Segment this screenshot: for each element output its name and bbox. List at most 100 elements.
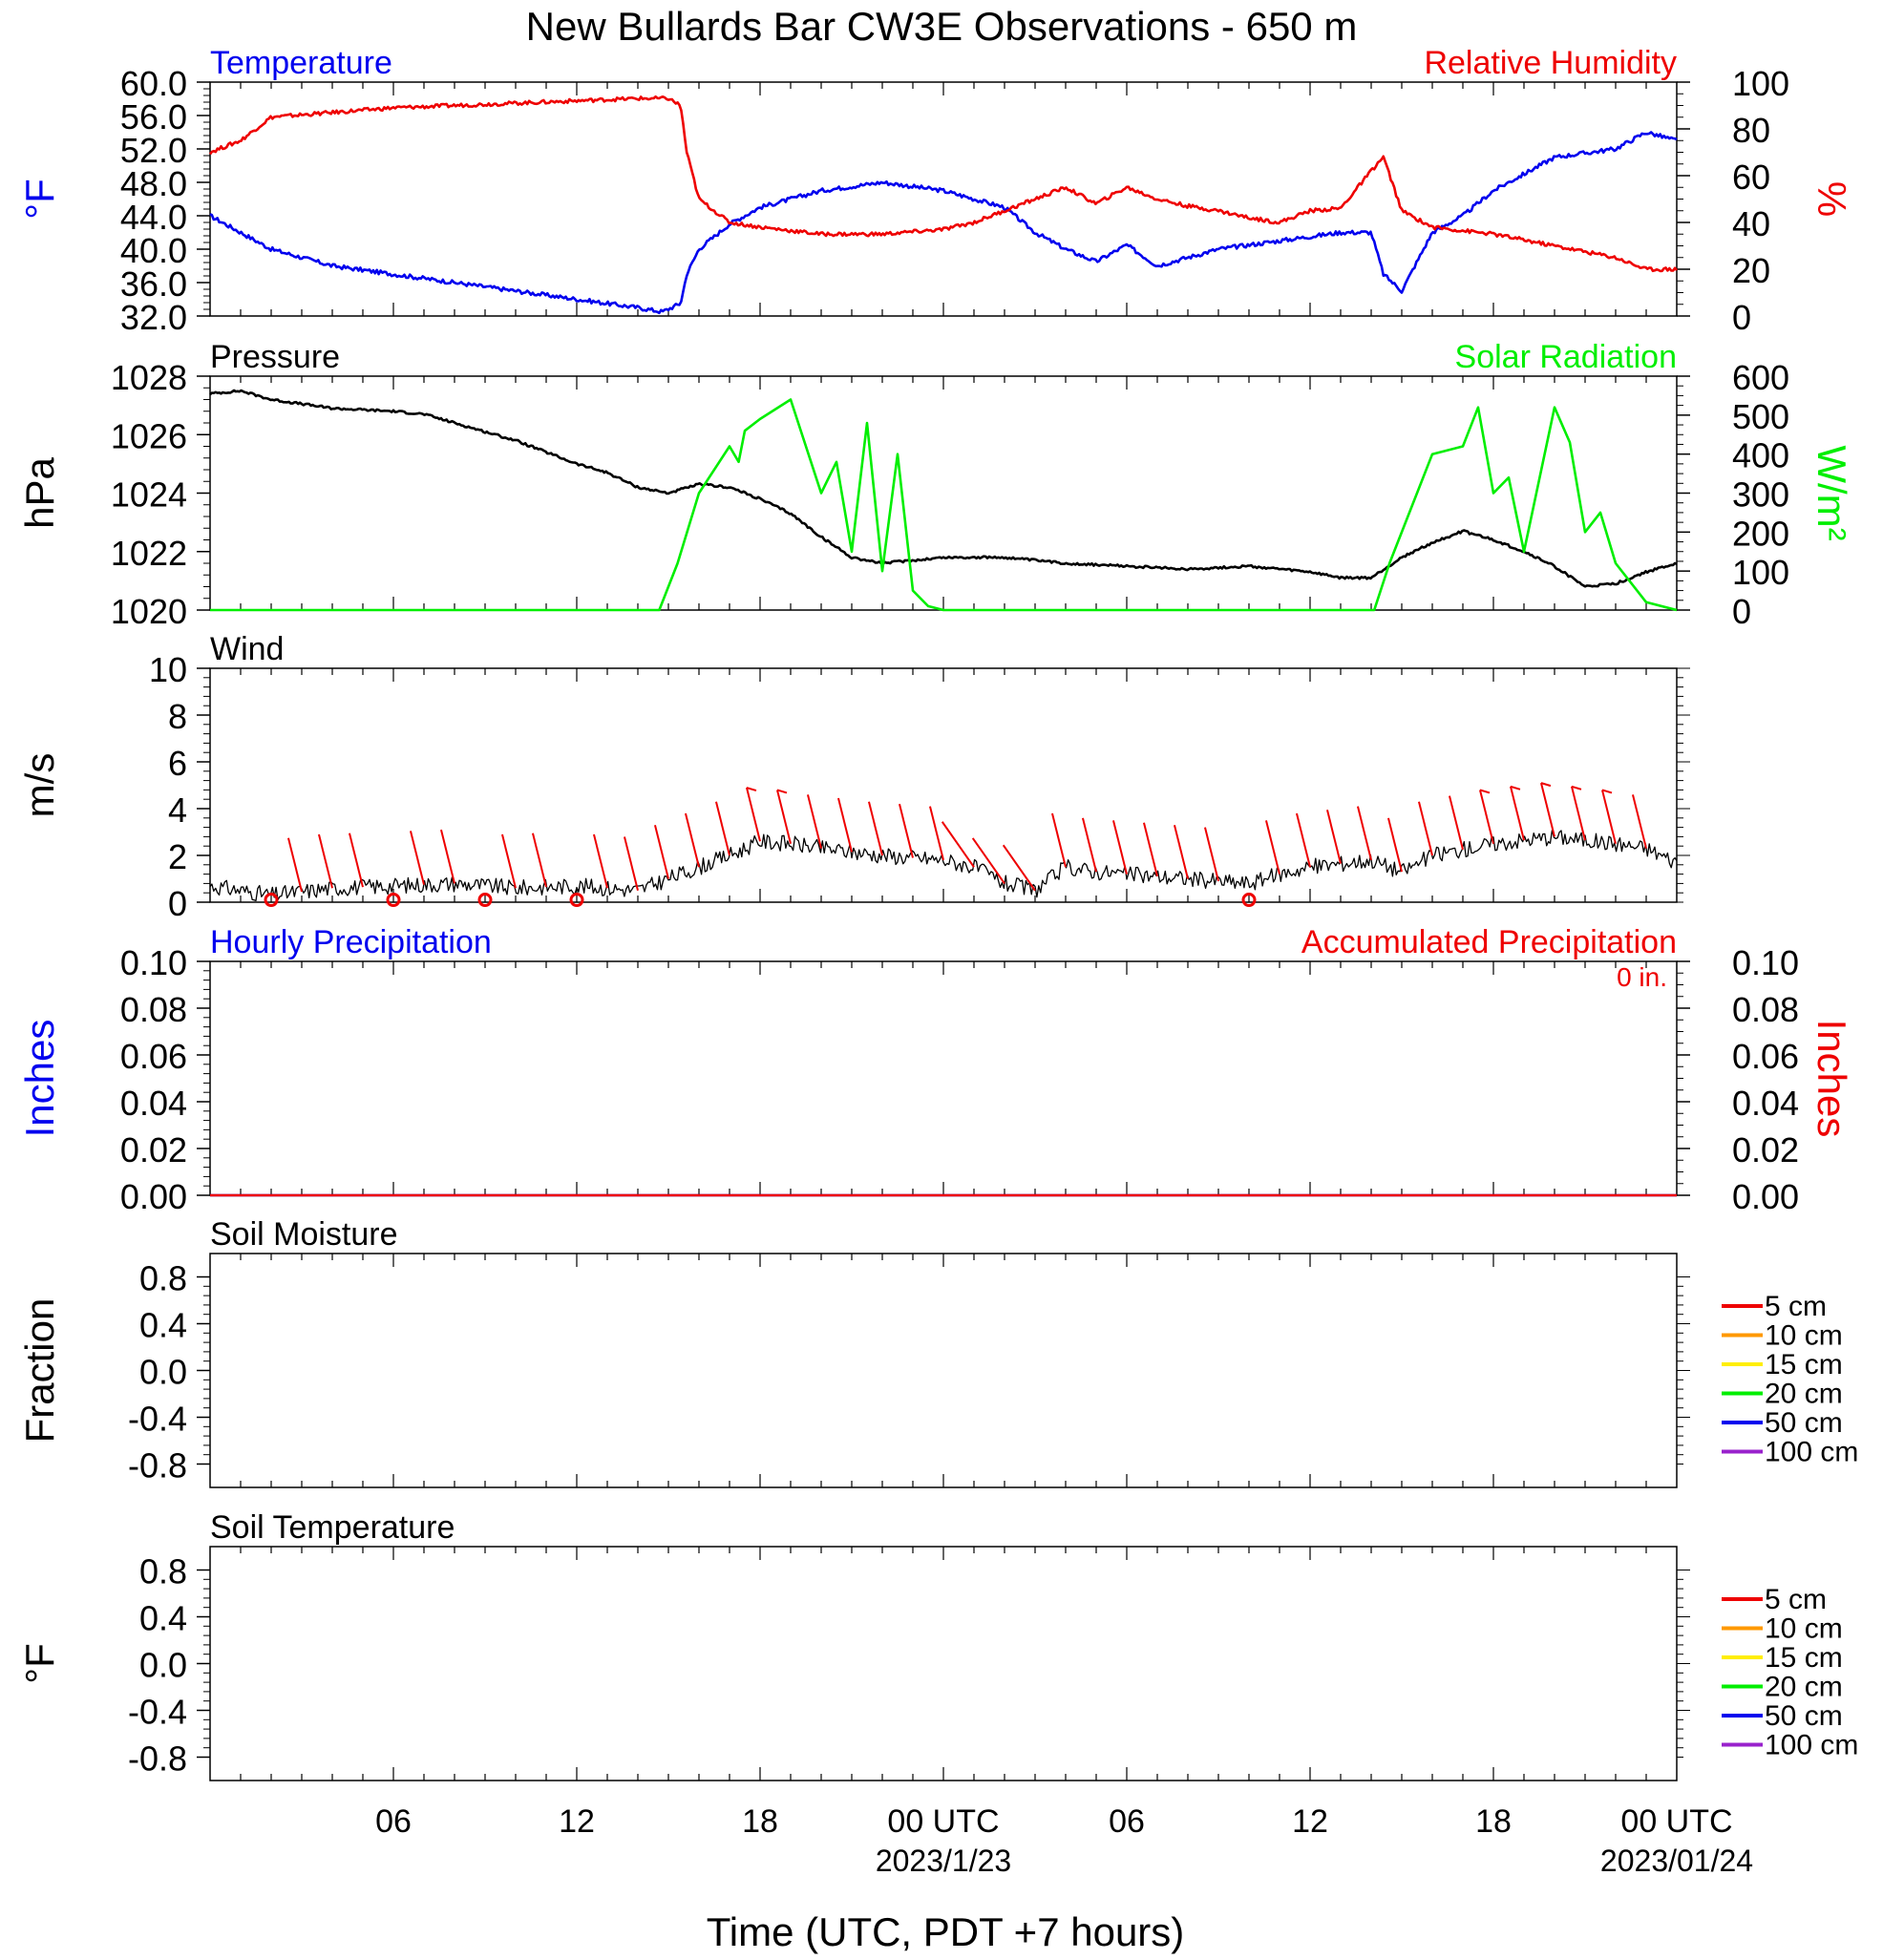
y-tick-label-right: 600 xyxy=(1732,358,1789,397)
y-tick-label-left: 56.0 xyxy=(120,97,187,137)
legend-label: 20 cm xyxy=(1765,1672,1843,1703)
wind-barb xyxy=(1417,801,1433,856)
y-tick-label-right: 0 xyxy=(1732,298,1751,337)
series-line-relative-humidity xyxy=(208,95,1679,273)
y-tick-label-left: 8 xyxy=(168,697,187,736)
y-tick-label-right: 20 xyxy=(1732,251,1770,290)
wind-barb xyxy=(1081,817,1097,873)
series-line-temperature xyxy=(209,131,1678,315)
calm-wind-marker xyxy=(386,893,401,908)
legend-label: 100 cm xyxy=(1765,1730,1858,1761)
wind-barb xyxy=(1264,820,1280,875)
panel-soil-moisture: 0.8 0.4 0.0 -0.4 -0.8 Soil Moisture Fraction 5 … xyxy=(17,1216,1858,1488)
wind-barb xyxy=(1356,806,1372,861)
wind-barb-flag xyxy=(1601,789,1613,794)
wind-barb xyxy=(531,832,547,888)
y-axis-title-right: W/m² xyxy=(1809,445,1854,540)
wind-barb xyxy=(592,833,608,889)
wind-barb xyxy=(653,824,669,879)
panel-title-right: Relative Humidity xyxy=(1424,45,1677,81)
y-tick-label-left: 0.4 xyxy=(139,1599,187,1638)
legend-label: 50 cm xyxy=(1765,1700,1843,1732)
wind-barb xyxy=(1111,820,1128,875)
y-tick-label-left: -0.4 xyxy=(128,1400,187,1439)
y-axis-title-left: Fraction xyxy=(17,1298,62,1444)
y-tick-label-left: 0.06 xyxy=(120,1037,187,1076)
x-tick-label: 12 xyxy=(1292,1803,1328,1840)
y-tick-label-left: 40.0 xyxy=(120,231,187,270)
y-tick-label-right: 0.00 xyxy=(1732,1177,1799,1216)
y-tick-label-right: 300 xyxy=(1732,475,1789,515)
y-tick-label-left: 0.10 xyxy=(120,943,187,982)
wind-barb xyxy=(1203,827,1219,882)
wind-barb xyxy=(1295,812,1311,868)
legend-label: 20 cm xyxy=(1765,1379,1843,1410)
plot-frame xyxy=(209,1546,1678,1781)
y-tick-label-right: 200 xyxy=(1732,514,1789,553)
accumulated-total-note: 0 in. xyxy=(1617,962,1667,992)
y-tick-label-left: 0.0 xyxy=(139,1353,187,1392)
y-tick-label-right: 0.08 xyxy=(1732,990,1799,1029)
legend-label: 10 cm xyxy=(1765,1613,1843,1645)
y-tick-label-left: 1022 xyxy=(111,534,187,573)
wind-barb xyxy=(409,831,425,885)
y-axis-title-left: °F xyxy=(17,179,62,219)
wind-barb xyxy=(1600,790,1617,844)
y-tick-label-left: 1024 xyxy=(111,475,187,515)
wind-barb xyxy=(867,801,883,856)
wind-barb xyxy=(1002,844,1036,892)
calm-wind-marker xyxy=(1241,893,1257,908)
wind-barb xyxy=(745,787,761,842)
wind-barb xyxy=(971,837,1005,884)
legend-label: 5 cm xyxy=(1765,1291,1827,1322)
y-tick-label-left: 44.0 xyxy=(120,198,187,237)
wind-barb xyxy=(1570,786,1586,841)
y-tick-label-left: 1020 xyxy=(111,592,187,631)
y-tick-label-right: 500 xyxy=(1732,397,1789,436)
y-tick-label-left: 0.08 xyxy=(120,990,187,1029)
series-line-solar-radiation xyxy=(210,398,1678,612)
legend-label: 5 cm xyxy=(1765,1584,1827,1615)
panel-temperature-humidity: 60.056.052.048.044.040.036.032.0 100 80 60 4… xyxy=(17,45,1854,337)
wind-barb xyxy=(1539,782,1555,837)
panel-title-left: Soil Temperature xyxy=(210,1509,455,1546)
panel-title-left: Soil Moisture xyxy=(210,1216,398,1253)
y-tick-label-left: 0.8 xyxy=(139,1259,187,1298)
y-tick-label-right: 80 xyxy=(1732,111,1770,150)
x-tick-label: 06 xyxy=(1109,1803,1145,1840)
panel-precipitation: 0.10 0.08 0.06 0.04 0.02 0.00 0.10 0.08 0.06 0.04… xyxy=(17,924,1854,1216)
y-tick-label-left: 1028 xyxy=(111,358,187,397)
wind-barb-flag xyxy=(746,787,757,791)
y-tick-label-right: 60 xyxy=(1732,158,1770,197)
y-tick-label-left: 2 xyxy=(168,837,187,876)
y-tick-label-right: 0 xyxy=(1732,592,1751,631)
plot-frame xyxy=(209,960,1678,1196)
x-axis-label: Time (UTC, PDT +7 hours) xyxy=(707,1909,1185,1954)
y-tick-label-right: 0.06 xyxy=(1732,1037,1799,1076)
y-tick-label-left: 60.0 xyxy=(120,64,187,103)
y-tick-label-left: -0.8 xyxy=(128,1739,187,1779)
y-tick-label-right: 100 xyxy=(1732,64,1789,103)
x-tick-label: 18 xyxy=(1475,1803,1512,1840)
y-tick-label-left: 0.0 xyxy=(139,1646,187,1685)
wind-barb-flag xyxy=(776,789,788,794)
y-tick-label-left: 48.0 xyxy=(120,164,187,203)
y-tick-label-left: 0.00 xyxy=(120,1177,187,1216)
y-axis-title-left: hPa xyxy=(17,456,62,528)
legend-label: 10 cm xyxy=(1765,1320,1843,1352)
wind-barb-flag xyxy=(1571,785,1582,790)
y-tick-label-left: 0.4 xyxy=(139,1306,187,1345)
y-tick-label-left: 0.02 xyxy=(120,1130,187,1170)
y-axis-title-right: % xyxy=(1809,181,1854,217)
wind-barb xyxy=(1050,812,1067,868)
wind-barb xyxy=(928,806,944,861)
panel-title-left: Hourly Precipitation xyxy=(210,924,492,960)
wind-barb xyxy=(500,833,517,889)
calm-wind-marker xyxy=(264,893,279,908)
x-axis: 06 12 18 00 UTC 06 12 18 00 UTC 2023/1/23 2023/01… xyxy=(375,1803,1753,1878)
y-tick-label-left: 0.04 xyxy=(120,1084,187,1123)
wind-barb xyxy=(623,836,639,891)
